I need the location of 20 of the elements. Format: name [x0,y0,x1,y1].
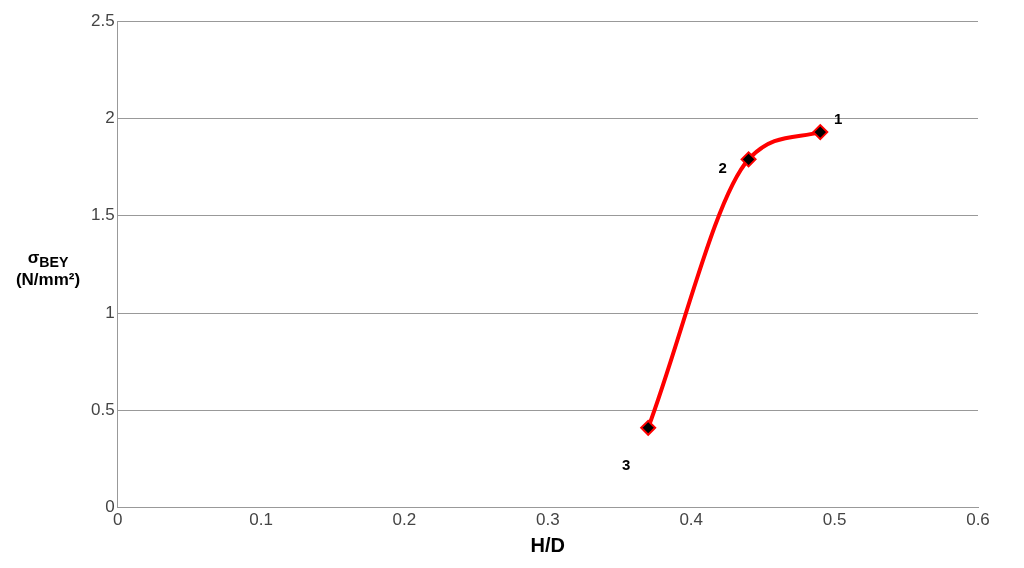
y-tick-label: 2.5 [90,10,115,30]
point [740,151,757,168]
y-tick-label: 0 [105,497,115,517]
annotation: 1 [834,110,843,128]
y-tick-label: 1 [105,302,115,322]
x-tick-label: 0.4 [679,510,704,530]
x-tick-label: 0.3 [536,510,560,530]
x-tick-label: 0.6 [966,510,990,530]
x-axis-title: H/D [530,533,566,556]
point [640,419,657,436]
y-tick-label: 2 [105,108,115,128]
y-axis-title: σ$_{BEY}$ (N/mm²) [14,248,82,291]
annotation: 3 [622,455,631,473]
annotation: 2 [718,159,727,177]
point [812,124,829,141]
y-tick-label: 0.5 [90,400,115,420]
x-tick-label: 0.5 [822,510,847,530]
x-tick-label: 0.1 [249,510,273,530]
x-tick-label: 0.2 [392,510,417,530]
y-tick-label: 1.5 [90,205,115,225]
